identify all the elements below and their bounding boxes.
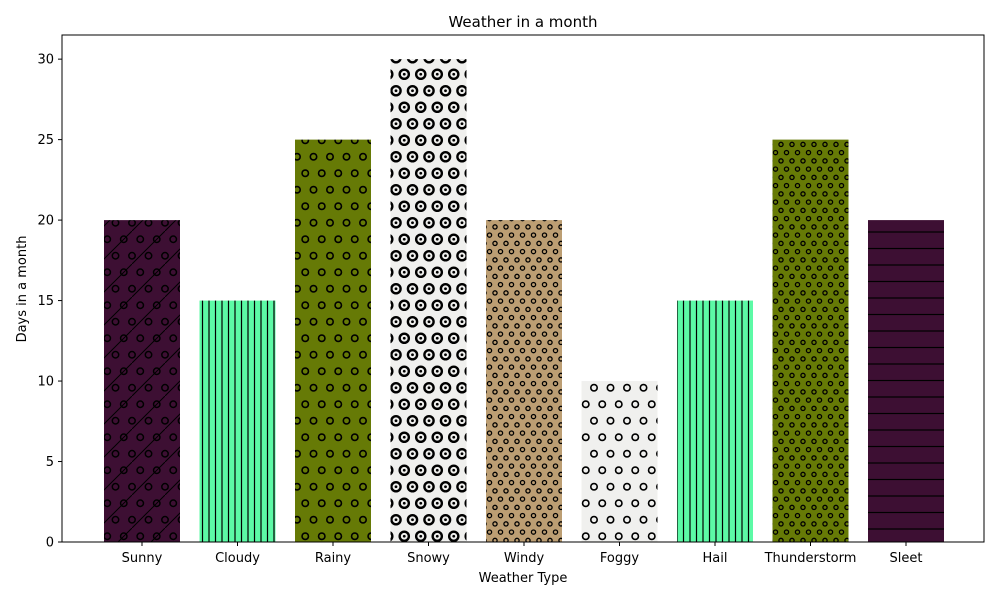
bars-layer — [104, 59, 944, 543]
bar-cloudy — [199, 300, 276, 542]
x-tick-label: Sunny — [122, 551, 163, 566]
axes-layer: 0 5 10 15 20 25 30 Sunny Cloudy Rainy Snowy Windy Fo… — [37, 53, 922, 566]
y-tick-label: 30 — [37, 53, 54, 68]
bar-hail — [677, 300, 753, 542]
x-tick-label: Cloudy — [215, 551, 260, 566]
x-tick-label: Snowy — [407, 551, 450, 566]
plot-frame — [61, 34, 985, 543]
x-tick-label: Sleet — [890, 551, 923, 566]
x-tick-label: Windy — [504, 551, 545, 566]
y-tick-label: 15 — [37, 294, 54, 309]
bar-snowy — [390, 59, 467, 543]
x-tick-label: Foggy — [600, 551, 639, 566]
y-tick-label: 10 — [37, 375, 54, 390]
x-axis-label: Weather Type — [479, 571, 568, 586]
x-tick-label: Thunderstorm — [764, 551, 857, 566]
x-tick-label: Rainy — [315, 551, 352, 566]
y-tick-label: 5 — [46, 455, 54, 470]
bar-rainy — [295, 139, 371, 542]
bar-thunderstorm — [772, 139, 849, 542]
bar-foggy — [581, 381, 658, 542]
chart-title: Weather in a month — [448, 13, 597, 31]
y-tick-label: 25 — [37, 133, 54, 148]
y-tick-label: 20 — [37, 214, 54, 229]
y-axis-label: Days in a month — [15, 236, 30, 343]
bar-windy — [486, 220, 562, 542]
y-tick-label: 0 — [46, 536, 54, 551]
bar-sleet — [868, 220, 944, 542]
x-tick-label: Hail — [703, 551, 728, 566]
bar-sunny — [104, 220, 180, 542]
